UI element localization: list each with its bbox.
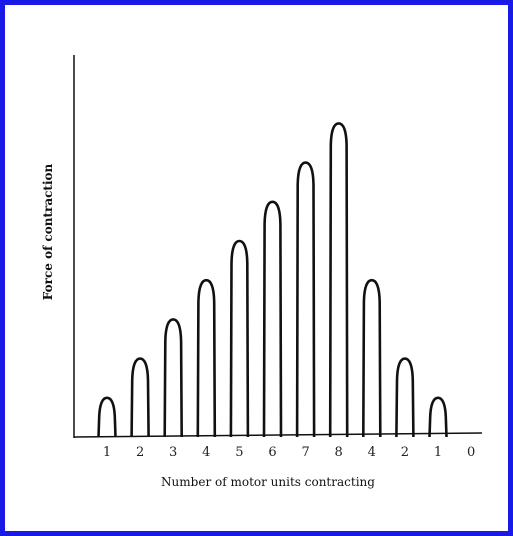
x-tick-label-11: 1 [434, 445, 442, 460]
x-tick-labels: 1 2 3 4 5 6 7 8 4 2 1 0 [103, 445, 475, 460]
peak-mark-4 [196, 278, 217, 438]
x-tick-label-8: 8 [335, 445, 343, 460]
x-axis-label: Number of motor units contracting [161, 475, 375, 489]
peak-mark-10 [395, 357, 415, 438]
x-tick-label-2: 2 [136, 445, 144, 460]
peak-mark-6 [262, 200, 283, 438]
x-axis [73, 432, 483, 438]
peak-mark-7 [295, 161, 316, 438]
peak-mark-9 [362, 278, 382, 438]
x-tick-label-4: 4 [202, 445, 210, 460]
x-tick-label-9: 4 [368, 445, 376, 460]
x-tick-label-10: 2 [401, 445, 409, 460]
peak-mark-1 [97, 396, 117, 438]
y-axis-label: Force of contraction [41, 163, 55, 300]
peak-mark-8 [328, 122, 349, 438]
peak-mark-5 [229, 239, 250, 438]
x-tick-label-12: 0 [467, 445, 475, 460]
peak-mark-3 [163, 318, 183, 438]
x-tick-label-6: 6 [268, 445, 276, 460]
x-tick-label-1: 1 [103, 445, 111, 460]
x-tick-label-7: 7 [301, 445, 309, 460]
chart-marks [97, 122, 448, 438]
x-tick-label-5: 5 [235, 445, 243, 460]
peak-mark-11 [428, 396, 448, 438]
peak-mark-2 [130, 357, 150, 438]
x-tick-label-3: 3 [169, 445, 177, 460]
